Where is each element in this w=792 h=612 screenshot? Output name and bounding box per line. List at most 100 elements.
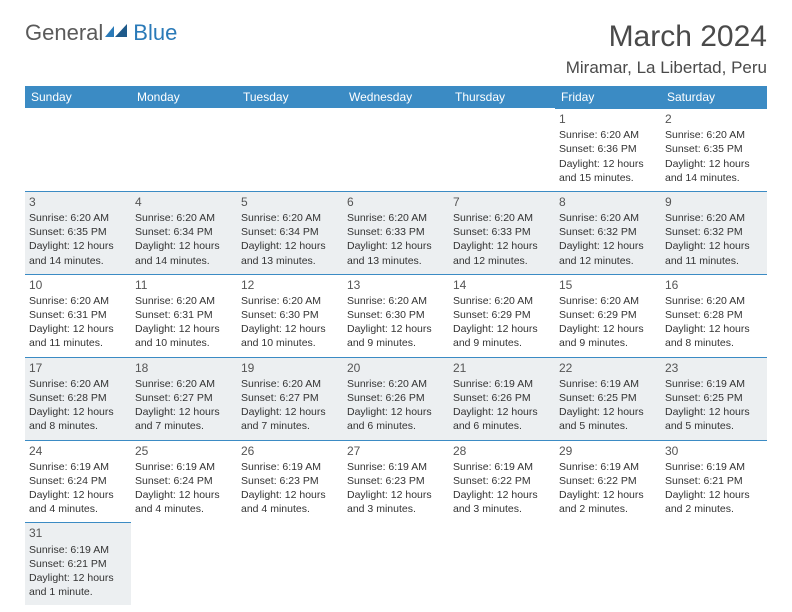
sunrise-text: Sunrise: 6:20 AM — [453, 211, 551, 225]
page-header: General Blue March 2024 Miramar, La Libe… — [25, 20, 767, 78]
sunset-text: Sunset: 6:24 PM — [29, 474, 127, 488]
sunset-text: Sunset: 6:27 PM — [241, 391, 339, 405]
calendar-cell-blank — [449, 108, 555, 191]
sunset-text: Sunset: 6:33 PM — [347, 225, 445, 239]
daylight-text: Daylight: 12 hours and 7 minutes. — [135, 405, 233, 433]
day-number: 4 — [135, 194, 233, 210]
daylight-text: Daylight: 12 hours and 14 minutes. — [29, 239, 127, 267]
calendar-cell: 16Sunrise: 6:20 AMSunset: 6:28 PMDayligh… — [661, 274, 767, 357]
sunrise-text: Sunrise: 6:19 AM — [29, 460, 127, 474]
day-number: 23 — [665, 360, 763, 376]
calendar-cell: 27Sunrise: 6:19 AMSunset: 6:23 PMDayligh… — [343, 440, 449, 523]
sunset-text: Sunset: 6:36 PM — [559, 142, 657, 156]
daylight-text: Daylight: 12 hours and 7 minutes. — [241, 405, 339, 433]
day-number: 24 — [29, 443, 127, 459]
calendar-cell: 31Sunrise: 6:19 AMSunset: 6:21 PMDayligh… — [25, 522, 131, 605]
daylight-text: Daylight: 12 hours and 8 minutes. — [29, 405, 127, 433]
sunset-text: Sunset: 6:25 PM — [559, 391, 657, 405]
sunset-text: Sunset: 6:33 PM — [453, 225, 551, 239]
day-number: 28 — [453, 443, 551, 459]
sunrise-text: Sunrise: 6:20 AM — [241, 377, 339, 391]
daylight-text: Daylight: 12 hours and 3 minutes. — [453, 488, 551, 516]
sunset-text: Sunset: 6:25 PM — [665, 391, 763, 405]
daylight-text: Daylight: 12 hours and 8 minutes. — [665, 322, 763, 350]
day-number: 5 — [241, 194, 339, 210]
sunset-text: Sunset: 6:26 PM — [453, 391, 551, 405]
daylight-text: Daylight: 12 hours and 13 minutes. — [347, 239, 445, 267]
day-number: 6 — [347, 194, 445, 210]
calendar-cell-blank — [237, 108, 343, 191]
calendar-cell: 22Sunrise: 6:19 AMSunset: 6:25 PMDayligh… — [555, 357, 661, 440]
daylight-text: Daylight: 12 hours and 2 minutes. — [559, 488, 657, 516]
calendar-cell: 5Sunrise: 6:20 AMSunset: 6:34 PMDaylight… — [237, 191, 343, 274]
day-header: Tuesday — [237, 86, 343, 108]
sunset-text: Sunset: 6:30 PM — [241, 308, 339, 322]
calendar-cell-blank — [449, 522, 555, 605]
sunrise-text: Sunrise: 6:19 AM — [453, 460, 551, 474]
sunrise-text: Sunrise: 6:20 AM — [347, 294, 445, 308]
sunrise-text: Sunrise: 6:20 AM — [559, 128, 657, 142]
day-number: 26 — [241, 443, 339, 459]
month-title: March 2024 — [566, 20, 767, 54]
day-number: 3 — [29, 194, 127, 210]
sunset-text: Sunset: 6:28 PM — [29, 391, 127, 405]
daylight-text: Daylight: 12 hours and 2 minutes. — [665, 488, 763, 516]
daylight-text: Daylight: 12 hours and 1 minute. — [29, 571, 127, 599]
sunrise-text: Sunrise: 6:20 AM — [29, 294, 127, 308]
sunset-text: Sunset: 6:22 PM — [453, 474, 551, 488]
calendar-cell: 11Sunrise: 6:20 AMSunset: 6:31 PMDayligh… — [131, 274, 237, 357]
sunrise-text: Sunrise: 6:19 AM — [29, 543, 127, 557]
sunrise-text: Sunrise: 6:20 AM — [559, 294, 657, 308]
sunset-text: Sunset: 6:29 PM — [453, 308, 551, 322]
day-number: 9 — [665, 194, 763, 210]
calendar-cell: 10Sunrise: 6:20 AMSunset: 6:31 PMDayligh… — [25, 274, 131, 357]
calendar-cell: 26Sunrise: 6:19 AMSunset: 6:23 PMDayligh… — [237, 440, 343, 523]
flag-icon — [105, 23, 131, 44]
day-number: 25 — [135, 443, 233, 459]
sunrise-text: Sunrise: 6:19 AM — [665, 377, 763, 391]
sunrise-text: Sunrise: 6:19 AM — [559, 377, 657, 391]
calendar-cell: 2Sunrise: 6:20 AMSunset: 6:35 PMDaylight… — [661, 108, 767, 191]
calendar-cell: 21Sunrise: 6:19 AMSunset: 6:26 PMDayligh… — [449, 357, 555, 440]
calendar-cell: 9Sunrise: 6:20 AMSunset: 6:32 PMDaylight… — [661, 191, 767, 274]
daylight-text: Daylight: 12 hours and 10 minutes. — [135, 322, 233, 350]
sunset-text: Sunset: 6:21 PM — [29, 557, 127, 571]
calendar-cell: 29Sunrise: 6:19 AMSunset: 6:22 PMDayligh… — [555, 440, 661, 523]
sunrise-text: Sunrise: 6:20 AM — [29, 377, 127, 391]
calendar-cell: 12Sunrise: 6:20 AMSunset: 6:30 PMDayligh… — [237, 274, 343, 357]
calendar-cell: 17Sunrise: 6:20 AMSunset: 6:28 PMDayligh… — [25, 357, 131, 440]
calendar-cell: 19Sunrise: 6:20 AMSunset: 6:27 PMDayligh… — [237, 357, 343, 440]
daylight-text: Daylight: 12 hours and 15 minutes. — [559, 157, 657, 185]
calendar-cell: 8Sunrise: 6:20 AMSunset: 6:32 PMDaylight… — [555, 191, 661, 274]
daylight-text: Daylight: 12 hours and 5 minutes. — [665, 405, 763, 433]
sunset-text: Sunset: 6:21 PM — [665, 474, 763, 488]
calendar-cell: 23Sunrise: 6:19 AMSunset: 6:25 PMDayligh… — [661, 357, 767, 440]
day-number: 12 — [241, 277, 339, 293]
sunset-text: Sunset: 6:23 PM — [241, 474, 339, 488]
calendar-cell: 18Sunrise: 6:20 AMSunset: 6:27 PMDayligh… — [131, 357, 237, 440]
day-number: 21 — [453, 360, 551, 376]
sunset-text: Sunset: 6:22 PM — [559, 474, 657, 488]
calendar-cell: 15Sunrise: 6:20 AMSunset: 6:29 PMDayligh… — [555, 274, 661, 357]
day-number: 13 — [347, 277, 445, 293]
sunrise-text: Sunrise: 6:19 AM — [241, 460, 339, 474]
sunset-text: Sunset: 6:32 PM — [665, 225, 763, 239]
sunset-text: Sunset: 6:31 PM — [135, 308, 233, 322]
title-block: March 2024 Miramar, La Libertad, Peru — [566, 20, 767, 78]
sunrise-text: Sunrise: 6:20 AM — [453, 294, 551, 308]
daylight-text: Daylight: 12 hours and 11 minutes. — [665, 239, 763, 267]
sunrise-text: Sunrise: 6:19 AM — [453, 377, 551, 391]
sunrise-text: Sunrise: 6:20 AM — [135, 294, 233, 308]
calendar-cell: 13Sunrise: 6:20 AMSunset: 6:30 PMDayligh… — [343, 274, 449, 357]
sunrise-text: Sunrise: 6:20 AM — [665, 294, 763, 308]
calendar-cell-blank — [237, 522, 343, 605]
sunset-text: Sunset: 6:24 PM — [135, 474, 233, 488]
day-header: Friday — [555, 86, 661, 108]
sunrise-text: Sunrise: 6:20 AM — [241, 294, 339, 308]
sunrise-text: Sunrise: 6:20 AM — [665, 211, 763, 225]
sunrise-text: Sunrise: 6:20 AM — [29, 211, 127, 225]
calendar-cell-blank — [343, 108, 449, 191]
sunset-text: Sunset: 6:35 PM — [665, 142, 763, 156]
day-number: 20 — [347, 360, 445, 376]
daylight-text: Daylight: 12 hours and 3 minutes. — [347, 488, 445, 516]
